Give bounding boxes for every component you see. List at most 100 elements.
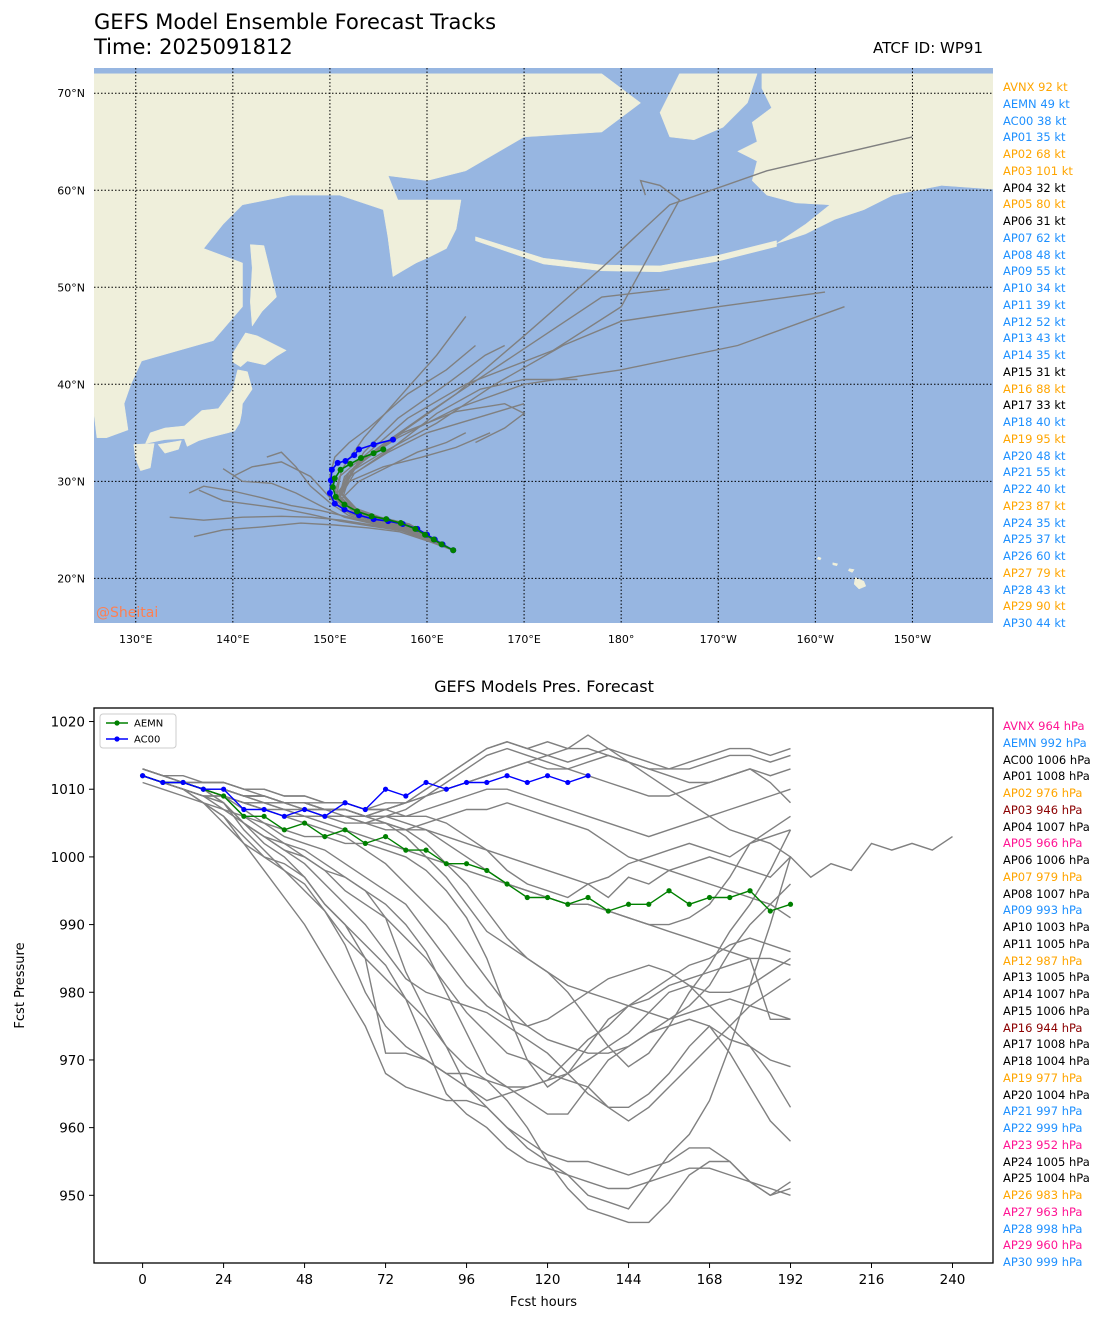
legend-label-aemn: AEMN bbox=[134, 719, 163, 730]
legend-entry: AP05 80 kt bbox=[1003, 197, 1066, 212]
legend-entry: AP29 960 hPa bbox=[1003, 1238, 1083, 1253]
series-point-ac00 bbox=[585, 773, 591, 779]
ensemble-pressure-line bbox=[142, 775, 791, 1142]
aleutian-chain bbox=[475, 236, 777, 273]
y-tick-label: 960 bbox=[59, 1121, 85, 1137]
series-point-aemn bbox=[362, 840, 368, 846]
y-tick-label: 990 bbox=[59, 918, 85, 934]
map-time: Time: 2025091812 bbox=[94, 35, 293, 59]
ensemble-track bbox=[340, 288, 670, 551]
legend-marker-aemn bbox=[114, 720, 120, 726]
y-axis-label: Fcst Pressure bbox=[13, 942, 28, 1028]
x-tick-label: 96 bbox=[458, 1272, 475, 1288]
legend-entry: AP21 997 hPa bbox=[1003, 1104, 1083, 1119]
legend-entry: AP05 966 hPa bbox=[1003, 836, 1083, 851]
kamchatka bbox=[387, 205, 459, 278]
lon-tick-label: 160°W bbox=[797, 633, 834, 646]
series-point-ac00 bbox=[362, 806, 368, 813]
ensemble-track bbox=[222, 468, 454, 551]
lat-tick-label: 50°N bbox=[57, 281, 85, 294]
series-point-aemn bbox=[301, 820, 308, 826]
x-tick-label: 240 bbox=[940, 1272, 966, 1288]
series-point-ac00 bbox=[504, 773, 510, 779]
series-point-aemn bbox=[646, 901, 652, 907]
ensemble-track bbox=[193, 522, 454, 551]
series-point-aemn bbox=[605, 908, 611, 914]
legend-entry: AP08 48 kt bbox=[1003, 247, 1066, 262]
x-tick-label: 24 bbox=[215, 1272, 232, 1288]
x-tick-label: 192 bbox=[778, 1272, 804, 1288]
legend-entry: AP18 40 kt bbox=[1003, 415, 1066, 429]
ensemble-track bbox=[198, 489, 454, 551]
series-point-aemn bbox=[382, 833, 389, 840]
track-point-aemn bbox=[341, 501, 348, 508]
series-point-ac00 bbox=[200, 786, 206, 792]
legend-entry: AP22 40 kt bbox=[1003, 482, 1066, 496]
ensemble-pressure-line bbox=[142, 734, 791, 858]
legend-entry: AP19 95 kt bbox=[1003, 431, 1066, 446]
series-point-ac00 bbox=[544, 773, 551, 779]
series-point-aemn bbox=[403, 847, 409, 853]
series-point-ac00 bbox=[160, 779, 166, 786]
legend-entry: AP23 952 hPa bbox=[1003, 1137, 1083, 1152]
legend-entry: AC00 38 kt bbox=[1003, 113, 1067, 128]
legend-entry: AP02 68 kt bbox=[1003, 147, 1066, 161]
legend-entry: AP25 37 kt bbox=[1003, 532, 1066, 547]
series-point-ac00 bbox=[463, 779, 470, 786]
series-point-ac00 bbox=[139, 773, 146, 779]
legend-entry: AP30 44 kt bbox=[1003, 616, 1066, 630]
legend-entry: AP20 48 kt bbox=[1003, 448, 1066, 463]
legend-marker-ac00 bbox=[114, 736, 120, 742]
track-point-ac00 bbox=[331, 500, 338, 507]
series-point-ac00 bbox=[180, 779, 186, 786]
atcf-id: ATCF ID: WP91 bbox=[873, 39, 984, 57]
series-point-aemn bbox=[504, 881, 510, 887]
legend-entry: AP14 35 kt bbox=[1003, 348, 1066, 362]
legend-entry: AP17 1008 hPa bbox=[1003, 1037, 1090, 1052]
legend-entry: AP08 1007 hPa bbox=[1003, 886, 1090, 901]
track-point-aemn bbox=[397, 520, 404, 527]
y-tick-label: 970 bbox=[59, 1053, 85, 1069]
ensemble-pressure-line bbox=[142, 775, 792, 1108]
legend-entry: AP25 1004 hPa bbox=[1003, 1171, 1090, 1186]
legend-entry: AP10 1003 hPa bbox=[1003, 920, 1090, 934]
hokkaido bbox=[232, 332, 287, 368]
series-point-ac00 bbox=[382, 786, 389, 792]
track-point-ac00 bbox=[342, 457, 349, 464]
series-point-aemn bbox=[585, 894, 591, 901]
series-point-ac00 bbox=[220, 786, 227, 792]
hawaii-kauai bbox=[816, 556, 822, 561]
plot-frame bbox=[93, 707, 994, 1264]
track-point-aemn bbox=[354, 508, 361, 515]
ensemble-pressure-line bbox=[142, 775, 791, 1196]
legend-entry: AP20 1004 hPa bbox=[1003, 1087, 1090, 1102]
legend-entry: AP07 62 kt bbox=[1003, 230, 1066, 245]
legend-entry: AP17 33 kt bbox=[1003, 398, 1066, 413]
series-point-aemn bbox=[241, 813, 247, 819]
x-tick-label: 144 bbox=[616, 1272, 642, 1288]
plot-area bbox=[139, 734, 953, 1224]
series-point-ac00 bbox=[565, 779, 571, 786]
series-point-aemn bbox=[423, 847, 429, 853]
series-point-aemn bbox=[220, 793, 227, 799]
track-point-ac00 bbox=[370, 441, 377, 448]
track-point-aemn bbox=[422, 531, 429, 538]
lon-tick-label: 170°W bbox=[700, 633, 737, 646]
sakhalin bbox=[250, 244, 277, 327]
legend-entry: AP12 987 hPa bbox=[1003, 953, 1083, 968]
map-title: GEFS Model Ensemble Forecast Tracks bbox=[94, 10, 497, 34]
x-tick-label: 120 bbox=[535, 1272, 561, 1288]
pressure-chart-title: GEFS Models Pres. Forecast bbox=[434, 677, 654, 696]
honshu bbox=[145, 369, 253, 447]
x-tick-label: 168 bbox=[697, 1272, 723, 1288]
series-point-aemn bbox=[261, 813, 267, 819]
track-point-aemn bbox=[438, 541, 445, 548]
series-point-aemn bbox=[787, 901, 794, 907]
track-point-aemn bbox=[380, 446, 387, 453]
lon-tick-label: 180° bbox=[608, 633, 635, 646]
track-point-aemn bbox=[332, 493, 339, 500]
ensemble-pressure-line bbox=[142, 768, 791, 1122]
shikoku bbox=[157, 440, 182, 454]
track-map: @Sheitai 130°E 140°E 150°E 160°E 170°E 180° 170… bbox=[57, 68, 993, 646]
lon-tick-label: 160°E bbox=[410, 633, 443, 646]
